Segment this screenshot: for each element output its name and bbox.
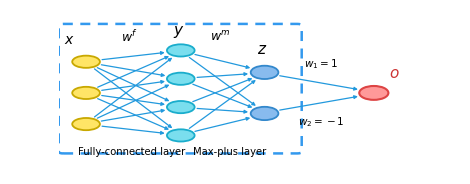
Ellipse shape <box>167 73 195 85</box>
Ellipse shape <box>72 56 100 68</box>
Text: $w_1 = 1$: $w_1 = 1$ <box>304 58 338 72</box>
Text: Max-plus layer: Max-plus layer <box>193 147 266 157</box>
Ellipse shape <box>167 129 195 141</box>
Text: $x$: $x$ <box>63 33 74 47</box>
Text: $y$: $y$ <box>173 24 185 40</box>
Ellipse shape <box>167 44 195 56</box>
Ellipse shape <box>72 118 100 130</box>
Ellipse shape <box>359 86 388 100</box>
Text: $w^m$: $w^m$ <box>211 30 231 44</box>
Text: $w^f$: $w^f$ <box>121 29 138 45</box>
Text: $z$: $z$ <box>257 43 267 57</box>
Text: $w_2 = -1$: $w_2 = -1$ <box>298 115 345 129</box>
Ellipse shape <box>251 107 278 120</box>
Text: $o$: $o$ <box>389 67 399 81</box>
Ellipse shape <box>251 66 278 79</box>
Text: Fully-connected layer: Fully-connected layer <box>78 147 185 157</box>
Ellipse shape <box>72 87 100 99</box>
Ellipse shape <box>167 101 195 113</box>
